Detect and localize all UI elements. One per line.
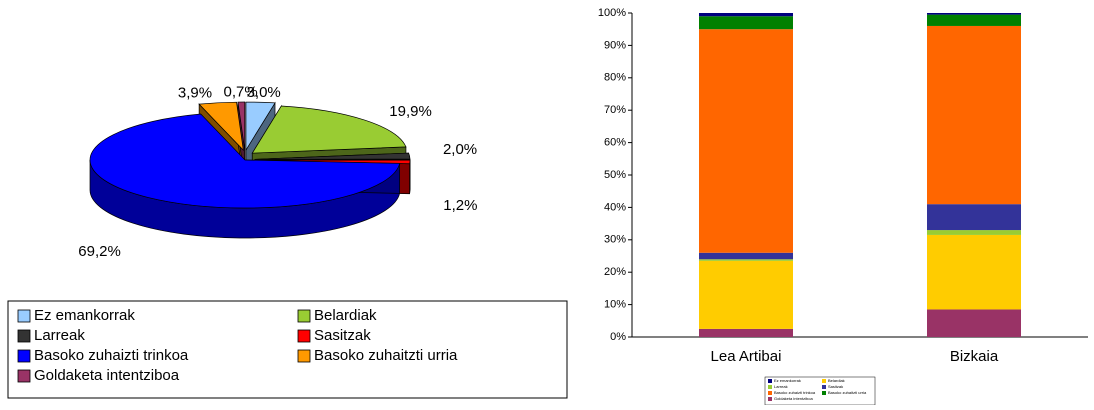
legend-label: Belardiak xyxy=(828,378,845,383)
y-tick-label: 0% xyxy=(610,331,626,343)
data-label: 3,9% xyxy=(178,84,212,101)
legend-swatch xyxy=(822,391,826,395)
legend-label: Basoko zuhaizti trinkoa xyxy=(774,390,816,395)
y-tick-label: 100% xyxy=(598,7,626,19)
data-label: 1,2% xyxy=(443,197,477,214)
legend-label: Larreak xyxy=(34,327,85,344)
legend-swatch xyxy=(18,310,30,322)
bar-segment xyxy=(927,230,1021,235)
x-tick-label: Lea Artibai xyxy=(711,348,782,365)
bar-segment xyxy=(927,309,1021,337)
y-tick-label: 80% xyxy=(604,72,626,84)
legend-swatch xyxy=(18,350,30,362)
bar-segment xyxy=(699,13,793,16)
legend-label: Basoko zuhaizti trinkoa xyxy=(34,347,189,364)
bar-segment xyxy=(927,15,1021,26)
y-tick-label: 30% xyxy=(604,234,626,246)
legend-label: Ez emankorrak xyxy=(774,378,801,383)
legend-label: Belardiak xyxy=(314,307,377,324)
legend-swatch xyxy=(822,385,826,389)
bar-segment xyxy=(927,235,1021,310)
legend-swatch xyxy=(768,397,772,401)
legend-swatch xyxy=(768,379,772,383)
legend-label: Larreak xyxy=(774,384,788,389)
bar-segment xyxy=(699,261,793,329)
bar-segment xyxy=(927,204,1021,230)
legend-label: Basoko zuhaitzti urria xyxy=(314,347,458,364)
y-tick-label: 70% xyxy=(604,104,626,116)
y-tick-label: 40% xyxy=(604,201,626,213)
y-tick-label: 20% xyxy=(604,266,626,278)
legend-label: Goldaketa intentziboa xyxy=(34,367,180,384)
bar-segment xyxy=(927,26,1021,204)
legend-label: Goldaketa intentziboa xyxy=(774,396,813,401)
legend-swatch xyxy=(18,330,30,342)
bar-segment xyxy=(699,29,793,253)
legend-label: Sasitzak xyxy=(828,384,843,389)
y-tick-label: 10% xyxy=(604,299,626,311)
legend-label: Ez emankorrak xyxy=(34,307,135,324)
legend-swatch xyxy=(822,379,826,383)
data-label: 19,9% xyxy=(389,103,432,120)
legend-swatch xyxy=(298,350,310,362)
bar-segment xyxy=(927,13,1021,15)
bar-segment xyxy=(699,16,793,29)
data-label: 69,2% xyxy=(78,243,121,260)
y-tick-label: 60% xyxy=(604,137,626,149)
bar-segment xyxy=(699,253,793,259)
legend-label: Sasitzak xyxy=(314,327,371,344)
bar-segment xyxy=(699,329,793,337)
legend-swatch xyxy=(298,310,310,322)
legend-swatch xyxy=(768,385,772,389)
legend-label: Basoko zuhaitzti urria xyxy=(828,390,867,395)
legend-swatch xyxy=(768,391,772,395)
y-tick-label: 50% xyxy=(604,169,626,181)
data-label: 2,0% xyxy=(443,141,477,158)
data-label: 0,7% xyxy=(224,84,258,101)
x-tick-label: Bizkaia xyxy=(950,348,999,365)
bar-segment xyxy=(699,259,793,261)
legend-swatch xyxy=(298,330,310,342)
legend-swatch xyxy=(18,370,30,382)
y-tick-label: 90% xyxy=(604,39,626,51)
